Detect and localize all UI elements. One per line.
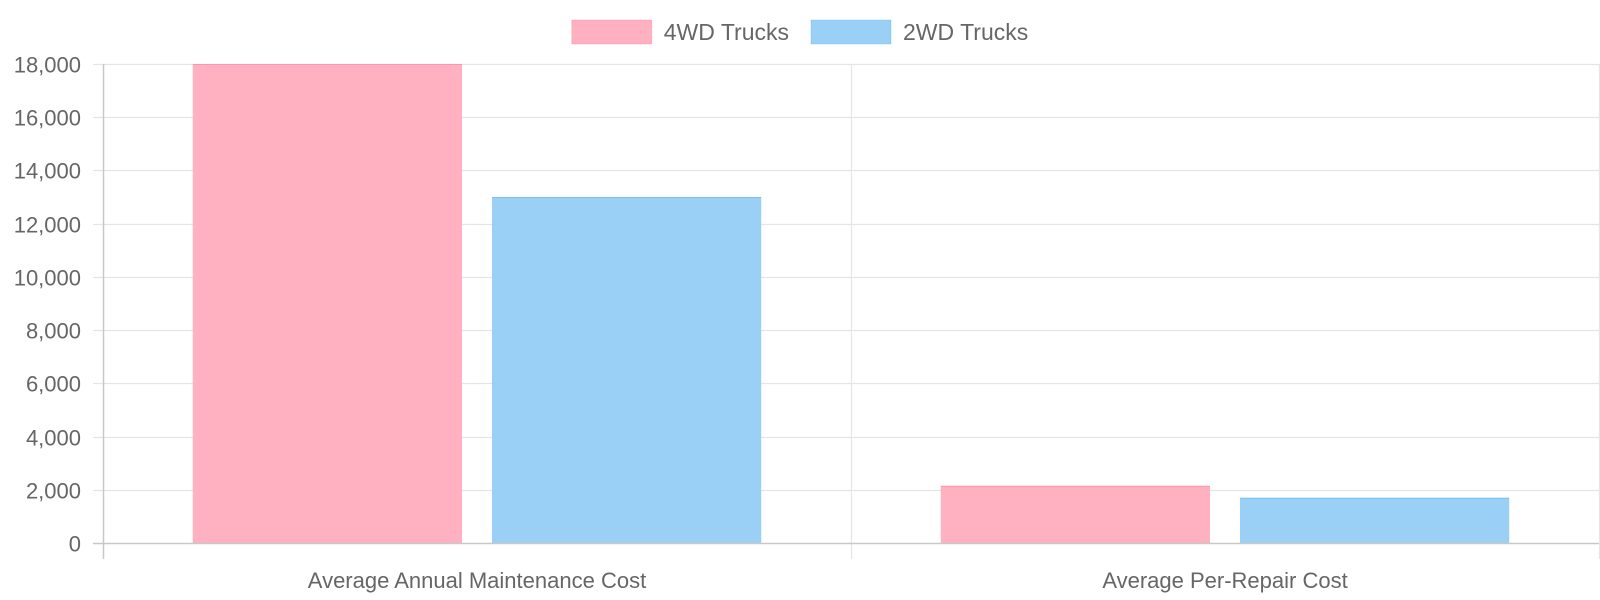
y-tick-label: 4,000 bbox=[26, 426, 81, 451]
legend-item-4wd-trucks[interactable]: 4WD Trucks bbox=[571, 19, 789, 45]
x-tick-label: Average Annual Maintenance Cost bbox=[308, 568, 646, 593]
bars bbox=[192, 64, 1510, 544]
y-tick-label: 6,000 bbox=[26, 372, 81, 397]
x-tick-label: Average Per-Repair Cost bbox=[1102, 568, 1347, 593]
bar-4wd-trucks-1 bbox=[940, 485, 1211, 543]
y-tick-label: 12,000 bbox=[14, 213, 81, 238]
bar-2wd-trucks-1 bbox=[1239, 497, 1510, 543]
y-tick-label: 8,000 bbox=[26, 319, 81, 344]
y-tick-label: 10,000 bbox=[14, 266, 81, 291]
legend-item-2wd-trucks[interactable]: 2WD Trucks bbox=[810, 19, 1028, 45]
legend: 4WD Trucks 2WD Trucks bbox=[571, 19, 1028, 45]
axes bbox=[93, 64, 1599, 559]
bar-2wd-trucks-0 bbox=[491, 197, 762, 544]
y-axis-tick-labels: 0 2,000 4,000 6,000 8,000 10,000 12,000 14,000 1… bbox=[14, 53, 81, 557]
y-tick-label: 0 bbox=[69, 532, 81, 557]
legend-label: 2WD Trucks bbox=[903, 19, 1028, 45]
legend-swatch bbox=[571, 19, 653, 45]
y-tick-label: 16,000 bbox=[14, 106, 81, 131]
bar-4wd-trucks-0 bbox=[192, 64, 463, 543]
x-axis-tick-labels: Average Annual Maintenance Cost Average P… bbox=[308, 568, 1348, 593]
legend-label: 4WD Trucks bbox=[664, 19, 789, 45]
y-tick-label: 2,000 bbox=[26, 479, 81, 504]
y-tick-label: 18,000 bbox=[14, 53, 81, 78]
y-tick-label: 14,000 bbox=[14, 159, 81, 184]
legend-swatch bbox=[810, 19, 892, 45]
